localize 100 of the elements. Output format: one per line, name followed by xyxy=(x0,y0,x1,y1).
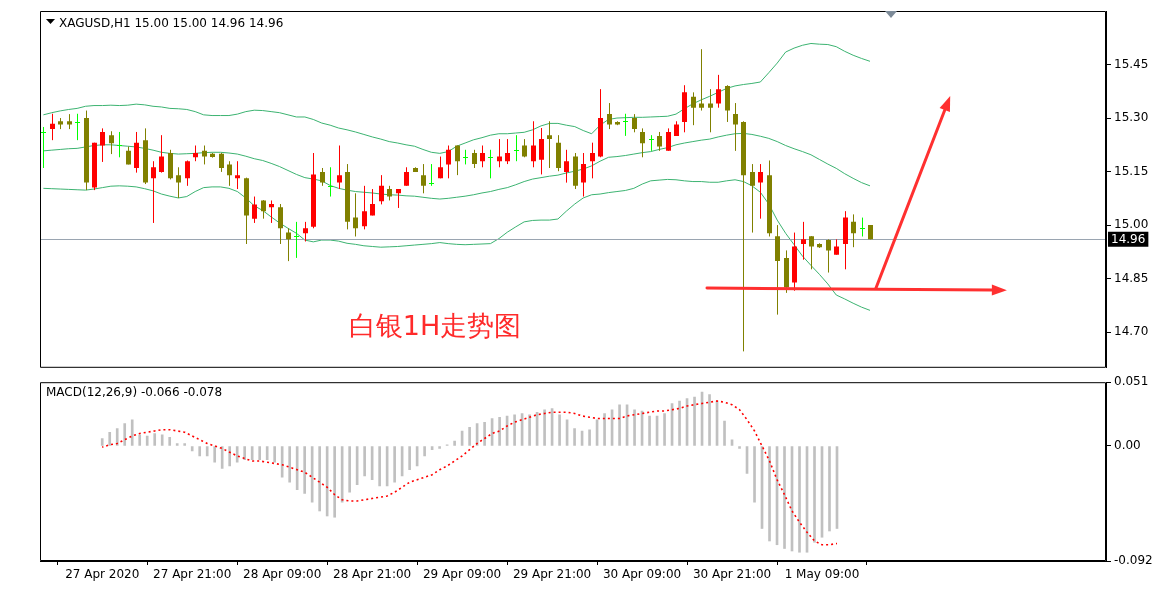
bar xyxy=(438,446,441,449)
candlestick xyxy=(74,113,81,141)
bar xyxy=(768,446,771,542)
bar xyxy=(138,434,142,446)
bar xyxy=(783,446,786,549)
bar xyxy=(130,419,134,446)
y-tick-label: 15.00 xyxy=(1114,217,1149,232)
candlestick xyxy=(353,192,358,237)
candlestick xyxy=(109,130,114,155)
ref-line-label: 14.96 xyxy=(1111,231,1146,246)
line-series xyxy=(101,400,838,546)
bar xyxy=(723,420,726,446)
candlestick xyxy=(261,199,266,220)
candlestick xyxy=(505,138,510,165)
candlestick xyxy=(327,166,334,198)
candlestick xyxy=(758,163,763,220)
bar xyxy=(258,446,261,461)
candlestick xyxy=(293,221,300,259)
candlestick xyxy=(269,199,274,224)
candlestick xyxy=(851,213,856,248)
candlestick xyxy=(547,120,552,169)
bar xyxy=(498,416,501,446)
candlestick xyxy=(590,142,595,179)
x-tick-label: 28 Apr 09:00 xyxy=(243,567,322,582)
bar xyxy=(213,446,217,463)
bar xyxy=(423,446,426,457)
bar xyxy=(618,404,621,446)
bar xyxy=(318,446,321,512)
y-tick-label: 0.00 xyxy=(1114,438,1141,453)
bar xyxy=(108,431,112,446)
bar xyxy=(153,433,157,446)
x-tick-label: 30 Apr 21:00 xyxy=(692,567,772,582)
bar xyxy=(115,428,119,446)
bar xyxy=(738,446,741,449)
bar xyxy=(235,446,239,463)
candlestick xyxy=(632,113,637,133)
bar xyxy=(693,396,696,446)
bar xyxy=(408,446,411,471)
bar xyxy=(168,436,172,446)
bar xyxy=(543,409,546,446)
bar xyxy=(220,446,224,469)
candlestick xyxy=(691,91,696,126)
bar xyxy=(250,446,254,461)
bar xyxy=(393,446,396,483)
candlestick xyxy=(801,221,806,261)
candlestick xyxy=(176,166,181,199)
bar xyxy=(123,423,127,446)
candlestick xyxy=(303,221,308,242)
candlestick xyxy=(185,160,190,187)
candlestick xyxy=(648,134,655,152)
bar xyxy=(708,394,711,446)
bar xyxy=(273,446,276,463)
candlestick xyxy=(716,74,721,109)
candlestick xyxy=(564,149,569,184)
candlestick xyxy=(278,203,283,245)
bar xyxy=(160,434,164,446)
candlestick xyxy=(100,127,105,163)
annotation: 白银1H走势图 xyxy=(348,309,522,341)
candlestick xyxy=(116,131,123,158)
candlestick xyxy=(809,235,814,270)
bar xyxy=(183,443,187,446)
candlestick xyxy=(859,217,866,237)
candlestick xyxy=(159,134,164,174)
candlestick xyxy=(227,160,232,187)
candlestick xyxy=(640,127,645,158)
bar xyxy=(453,440,456,446)
y-tick-label: 0.051 xyxy=(1114,374,1149,389)
bar xyxy=(813,446,816,543)
y-tick-label: -0.092 xyxy=(1114,553,1153,568)
y-tick-label: 15.15 xyxy=(1114,163,1149,178)
y-tick-label: 14.70 xyxy=(1114,324,1149,339)
candlestick xyxy=(396,188,401,209)
bar xyxy=(588,429,591,446)
chart-title: XAGUSD,H1 15.00 15.00 14.96 14.96 xyxy=(59,16,284,30)
candlestick xyxy=(826,238,831,274)
candlestick xyxy=(622,113,629,137)
bar xyxy=(513,414,516,446)
bar xyxy=(228,446,232,467)
candlestick xyxy=(666,127,671,152)
candlestick xyxy=(40,126,47,169)
bar xyxy=(198,446,202,457)
y-tick-label: 15.45 xyxy=(1114,56,1149,71)
bar xyxy=(265,446,269,461)
candlestick xyxy=(487,149,494,179)
candlestick xyxy=(202,145,207,165)
candlestick xyxy=(235,160,240,190)
candlestick xyxy=(337,145,342,190)
bar xyxy=(100,438,104,446)
candlestick xyxy=(362,185,367,230)
x-tick-label: 27 Apr 21:00 xyxy=(153,567,232,582)
candlestick xyxy=(699,48,704,112)
x-tick-label: 27 Apr 2020 xyxy=(65,567,140,582)
candlestick xyxy=(151,160,156,224)
bar xyxy=(303,446,306,494)
y-tick-label: 14.85 xyxy=(1114,270,1149,285)
bar xyxy=(528,414,531,446)
candlestick xyxy=(428,163,435,187)
x-tick-label: 29 Apr 09:00 xyxy=(422,567,502,582)
candlestick xyxy=(513,134,520,162)
bar xyxy=(190,446,194,452)
